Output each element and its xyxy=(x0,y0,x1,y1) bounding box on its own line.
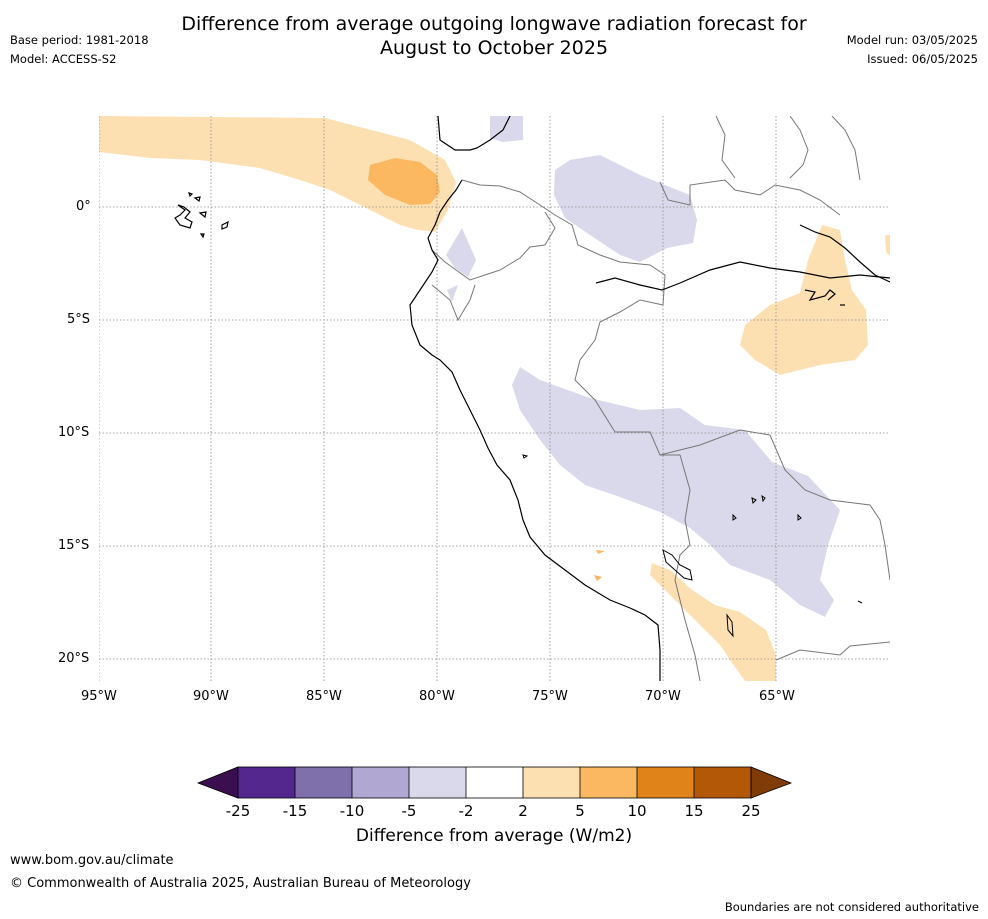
title-line-2: August to October 2025 xyxy=(379,37,609,59)
model-name: Model: ACCESS-S2 xyxy=(10,52,117,66)
anomaly-positive-region-amazon xyxy=(740,225,868,375)
anomaly-negative-region-peru-bolivia xyxy=(512,367,840,617)
colorbar-tick-label: 2 xyxy=(518,802,528,820)
anomaly-negative-region-ecuador xyxy=(446,228,476,277)
colorbar-bin-8 xyxy=(637,767,694,798)
galapagos-islands xyxy=(174,192,229,239)
footer-url: www.bom.gov.au/climate xyxy=(10,853,174,868)
colorbar-bin-2 xyxy=(295,767,352,798)
colorbar-bin-7 xyxy=(580,767,637,798)
colorbar-tick-label: -15 xyxy=(282,802,308,820)
title-line-1: Difference from average outgoing longwav… xyxy=(181,13,807,35)
colorbar xyxy=(196,766,793,799)
colorbar-tick-label: -25 xyxy=(225,802,251,820)
anomaly-positive-speck-1 xyxy=(596,550,605,554)
colorbar-tick-label: -10 xyxy=(339,802,365,820)
anomaly-positive-region-edge xyxy=(885,235,890,256)
anomaly-positive-region-pacific xyxy=(99,116,456,232)
lat-label-5s: 5°S xyxy=(67,312,91,327)
colorbar-min-arrow xyxy=(196,766,239,799)
lake-poopo xyxy=(726,613,734,638)
colorbar-tick-label: 15 xyxy=(684,802,704,820)
lat-label-20s: 20°S xyxy=(58,651,90,666)
coastline xyxy=(409,116,890,681)
lon-label-95w: 95°W xyxy=(81,689,117,704)
small-islands xyxy=(522,454,863,604)
colorbar-tick-label: 5 xyxy=(575,802,585,820)
lat-label-10s: 10°S xyxy=(58,425,90,440)
anomaly-strong-positive-region xyxy=(368,158,440,205)
anomaly-positive-region-bolivia-south xyxy=(650,563,776,681)
base-period: Base period: 1981-2018 xyxy=(10,33,149,47)
lake-titicaca xyxy=(662,549,693,581)
colorbar-tick-label: 10 xyxy=(627,802,647,820)
lon-label-80w: 80°W xyxy=(419,689,455,704)
colorbar-bin-3 xyxy=(352,767,409,798)
anomaly-negative-region-colombia xyxy=(554,155,697,262)
colorbar-bin-1 xyxy=(238,767,295,798)
colorbar-tick-label: -2 xyxy=(458,802,474,820)
colorbar-bin-4 xyxy=(409,767,466,798)
lat-label-15s: 15°S xyxy=(58,538,90,553)
model-run-date: Model run: 03/05/2025 xyxy=(846,33,978,47)
colorbar-bin-9 xyxy=(694,767,751,798)
footer-copyright: © Commonwealth of Australia 2025, Austra… xyxy=(10,876,471,891)
country-borders xyxy=(431,116,890,681)
lon-label-70w: 70°W xyxy=(645,689,681,704)
colorbar-max-arrow xyxy=(750,766,793,799)
lon-label-75w: 75°W xyxy=(532,689,568,704)
anomaly-positive-speck-2 xyxy=(594,575,602,581)
colorbar-bin-6 xyxy=(523,767,580,798)
lon-label-85w: 85°W xyxy=(306,689,342,704)
anomaly-negative-region-north xyxy=(490,116,523,142)
lat-gridlines xyxy=(99,206,890,660)
colorbar-bin-5 xyxy=(466,767,523,798)
footer-disclaimer: Boundaries are not considered authoritat… xyxy=(724,900,979,914)
colorbar-tick-label: -5 xyxy=(401,802,417,820)
issued-date: Issued: 06/05/2025 xyxy=(867,52,978,66)
map-area xyxy=(99,116,890,681)
map-title: Difference from average outgoing longwav… xyxy=(0,12,988,60)
lon-label-65w: 65°W xyxy=(759,689,795,704)
colorbar-tick-label: 25 xyxy=(741,802,761,820)
lon-label-90w: 90°W xyxy=(193,689,229,704)
lat-label-0: 0° xyxy=(76,199,91,214)
anomaly-negative-region-small xyxy=(447,285,458,302)
colorbar-label: Difference from average (W/m2) xyxy=(355,826,633,846)
